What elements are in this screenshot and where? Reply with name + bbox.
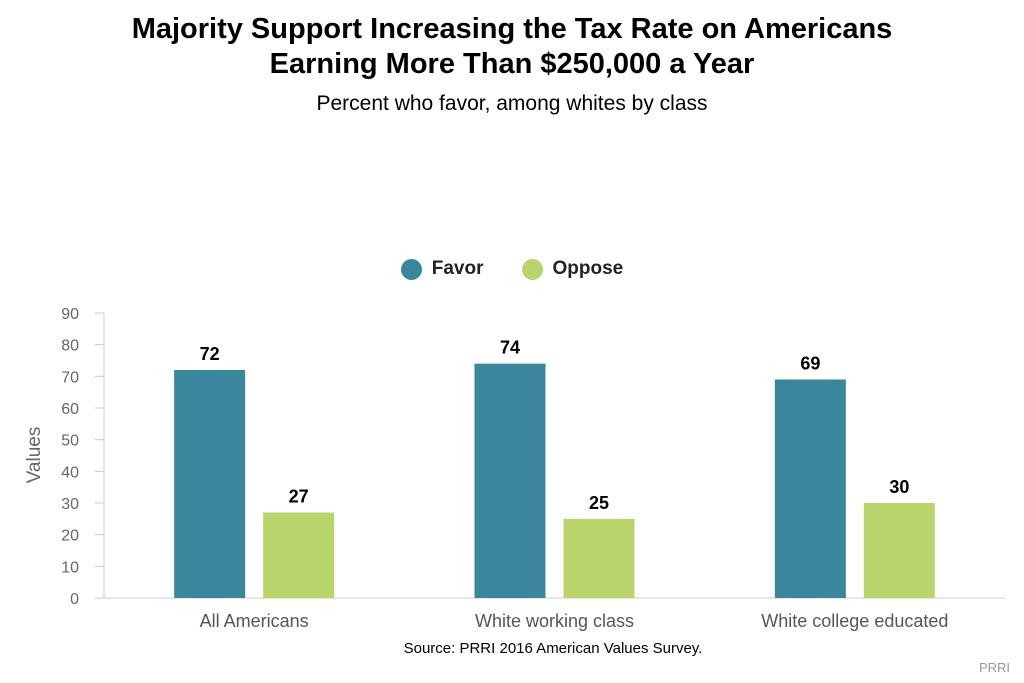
x-tick-label: All Americans	[200, 611, 309, 631]
data-label: 69	[800, 354, 820, 374]
y-tick-label: 40	[61, 464, 79, 481]
chart-legend: Favor Oppose	[0, 258, 1024, 280]
y-tick-label: 50	[61, 433, 79, 450]
chart-title-line-1: Majority Support Increasing the Tax Rate…	[131, 13, 893, 45]
data-label: 30	[889, 477, 909, 497]
bar-favor-3	[774, 379, 846, 598]
chart-source: Source: PRRI 2016 American Values Survey…	[403, 640, 703, 657]
chart-credit: PRRI	[978, 660, 1010, 675]
bar-oppose-3	[863, 503, 935, 598]
bar-favor-1	[174, 370, 246, 598]
y-tick-label: 80	[61, 338, 79, 355]
y-tick-label: 20	[61, 528, 79, 545]
legend-item-favor[interactable]: Favor	[400, 258, 484, 280]
data-label: 25	[589, 493, 609, 513]
y-tick-label: 10	[61, 559, 79, 576]
chart-title-line-2: Earning More Than $250,000 a Year	[269, 48, 755, 80]
legend-oppose-label: Oppose	[552, 258, 624, 279]
bar-oppose-2	[563, 518, 635, 598]
y-tick-label: 60	[61, 401, 79, 418]
y-tick-label: 70	[61, 369, 79, 386]
bar-oppose-1	[263, 512, 335, 598]
legend-favor-marker	[400, 258, 422, 280]
chart-subtitle: Percent who favor, among whites by class	[316, 92, 708, 115]
chart-title: Majority Support Increasing the Tax Rate…	[0, 12, 1024, 82]
y-axis-label: Values	[24, 427, 45, 484]
legend-favor-label: Favor	[431, 258, 484, 279]
data-label: 74	[500, 338, 520, 358]
y-tick-label: 0	[70, 591, 79, 608]
x-tick-label: White working class	[475, 611, 634, 631]
data-label: 27	[289, 487, 309, 507]
y-tick-label: 30	[61, 496, 79, 513]
legend-oppose-marker	[521, 258, 543, 280]
data-label: 72	[200, 344, 220, 364]
bar-favor-2	[474, 363, 546, 598]
y-tick-label: 90	[61, 306, 79, 323]
legend-item-oppose[interactable]: Oppose	[521, 258, 624, 280]
x-tick-label: White college educated	[761, 611, 948, 631]
